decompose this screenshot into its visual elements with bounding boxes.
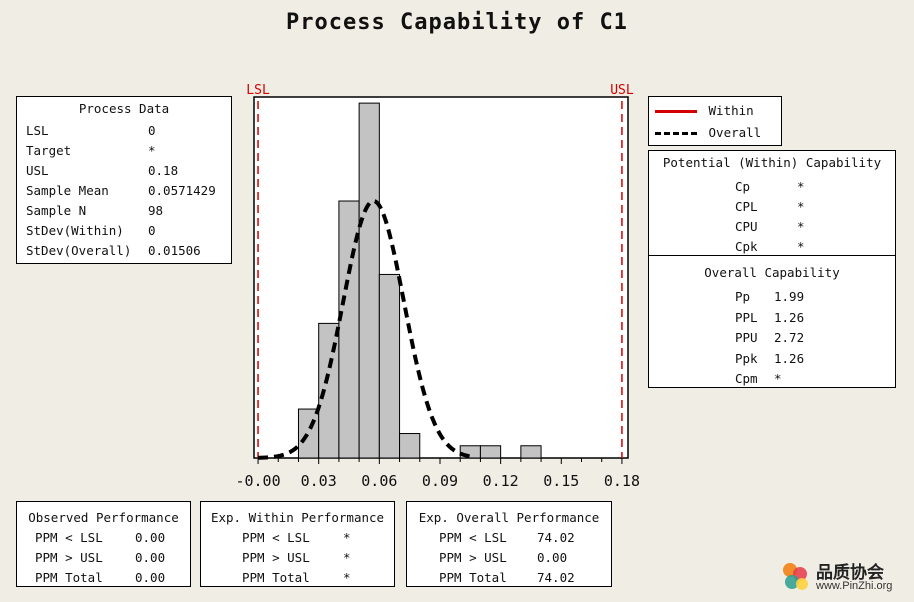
x-tick-label: 0.09 (422, 472, 458, 490)
overall-curve (257, 198, 471, 460)
legend: Within Overall (648, 96, 782, 146)
overall-value: 1.99 (774, 289, 805, 304)
potential-value: * (797, 199, 805, 214)
brand-url: www.PinZhi.org (816, 580, 893, 592)
observed-value: 0.00 (135, 530, 166, 545)
exp-overall-performance-panel: Exp. Overall Performance PPM < LSL 74.02 P… (406, 501, 612, 587)
exp-overall-performance-header: Exp. Overall Performance (418, 510, 600, 525)
potential-label: Cpk (735, 239, 758, 254)
observed-performance-panel: Observed Performance PPM < LSL 0.00 PPM > … (16, 501, 191, 587)
x-tick-label: 0.06 (361, 472, 397, 490)
process-data-value: 98 (148, 203, 164, 218)
observed-value: 0.00 (135, 550, 166, 565)
histogram-bar (399, 433, 421, 459)
process-data-label: StDev(Within) (26, 223, 124, 238)
legend-within: Within (655, 103, 754, 118)
x-tick-label: 0.15 (543, 472, 579, 490)
brand-watermark: 品质协会 www.PinZhi.org (778, 556, 906, 596)
process-data-label: Sample Mean (26, 183, 109, 198)
brand-logo-icon (783, 563, 808, 590)
exp-within-performance-panel: Exp. Within Performance PPM < LSL * PPM > … (200, 501, 395, 587)
exp-within-value: * (343, 550, 351, 565)
overall-label: Pp (735, 289, 751, 304)
usl-label: USL (610, 83, 634, 98)
overall-value: 1.26 (774, 309, 805, 325)
observed-performance-header: Observed Performance (28, 510, 179, 525)
exp-overall-value: 74.02 (537, 530, 575, 545)
overall-label: PPL (735, 309, 758, 325)
potential-capability-panel: Potential (Within) Capability Cp * CPL * CPU… (648, 150, 896, 256)
overall-value: 2.72 (774, 330, 805, 345)
legend-within-swatch (655, 110, 697, 113)
plot-area (253, 96, 629, 459)
legend-overall-label: Overall (708, 125, 762, 140)
legend-overall-swatch (655, 132, 697, 135)
lsl-label: LSL (246, 83, 270, 98)
potential-label: CPL (735, 199, 758, 214)
x-tick-label: 0.12 (483, 472, 519, 490)
exp-within-value: * (343, 530, 351, 545)
overall-value: * (774, 371, 782, 386)
process-data-value: 0.0571429 (148, 183, 216, 198)
process-data-label: Target (26, 143, 72, 158)
exp-within-label: PPM Total (242, 570, 310, 585)
process-data-header: Process Data (78, 101, 170, 116)
exp-within-performance-header: Exp. Within Performance (210, 510, 385, 525)
process-data-value: 0 (148, 123, 156, 138)
process-data-label: LSL (26, 123, 49, 138)
potential-capability-header: Potential (Within) Capability (662, 155, 882, 170)
potential-label: Cp (735, 179, 751, 194)
brand-name: 品质协会 (816, 563, 884, 583)
process-data-value: 0 (148, 223, 156, 238)
observed-value: 0.00 (135, 570, 166, 585)
exp-overall-label: PPM > USL (439, 550, 507, 565)
exp-within-value: * (343, 570, 351, 585)
overall-capability-header: Overall Capability (704, 265, 840, 280)
process-data-value: 0.01506 (148, 243, 201, 258)
overall-capability-panel: Overall Capability Pp 1.99 PPL 1.26 PPU 2.72 P… (648, 255, 896, 388)
histogram-bar (479, 445, 502, 459)
process-data-label: USL (26, 163, 49, 178)
histogram-bar (378, 273, 401, 459)
process-data-value: * (148, 143, 156, 158)
process-data-panel: Process Data LSL 0 Target * USL 0.18 Sample Me… (16, 96, 232, 264)
exp-overall-value: 74.02 (537, 570, 575, 585)
overall-label: PPU (735, 330, 758, 345)
process-data-value: 0.18 (148, 163, 179, 178)
overall-label: Cpm (735, 371, 758, 386)
exp-overall-value: 0.00 (537, 550, 568, 565)
legend-overall: Overall (655, 125, 761, 140)
exp-within-label: PPM < LSL (242, 530, 310, 545)
x-tick-label: 0.03 (301, 472, 337, 490)
overall-label: Ppk (735, 350, 758, 366)
potential-value: * (797, 179, 805, 194)
exp-overall-label: PPM < LSL (439, 530, 507, 545)
overall-value: 1.26 (774, 350, 805, 366)
potential-label: CPU (735, 219, 758, 234)
potential-value: * (797, 239, 805, 254)
legend-within-label: Within (708, 103, 754, 118)
observed-label: PPM < LSL (35, 530, 103, 545)
x-tick-label: 0.18 (604, 472, 640, 490)
histogram-bar (297, 408, 320, 459)
process-data-label: Sample N (26, 203, 87, 218)
observed-label: PPM Total (35, 570, 103, 585)
histogram-bar (358, 102, 380, 459)
potential-value: * (797, 219, 805, 234)
histogram-bar (520, 445, 542, 459)
exp-overall-label: PPM Total (439, 570, 507, 585)
chart-title: Process Capability of C1 (286, 10, 628, 35)
process-data-label: StDev(Overall) (26, 243, 132, 258)
exp-within-label: PPM > USL (242, 550, 310, 565)
observed-label: PPM > USL (35, 550, 103, 565)
x-tick-label: -0.00 (235, 472, 280, 490)
